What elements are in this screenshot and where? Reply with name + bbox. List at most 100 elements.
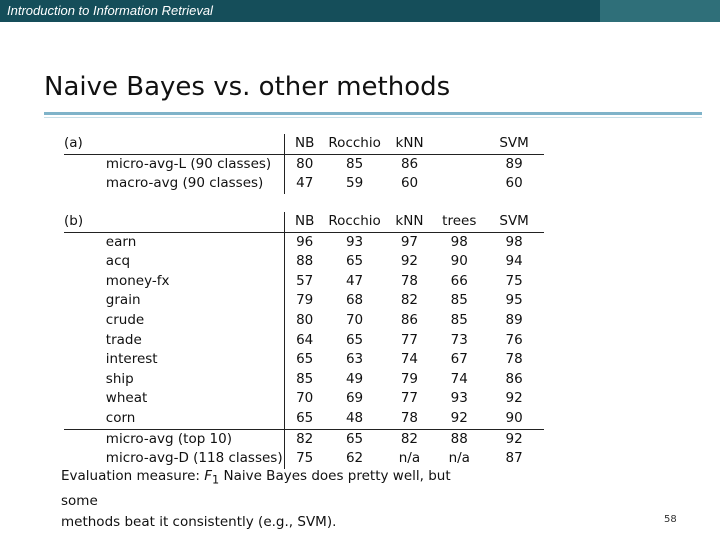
table-cell: 65 xyxy=(324,428,385,450)
column-header: SVM xyxy=(484,134,544,155)
table-cell: 68 xyxy=(345,292,364,309)
table-cell: 97 xyxy=(400,233,419,250)
column-header: SVM xyxy=(484,212,544,233)
table-row: corn 65 48 78 92 90 xyxy=(64,408,544,430)
table-cell: 77 xyxy=(400,331,419,348)
table-cell: 95 xyxy=(505,292,523,309)
table-cell: 62 xyxy=(345,450,364,467)
table-cell: 73 xyxy=(450,331,468,348)
column-header: kNN xyxy=(384,212,435,233)
table-cell: 77 xyxy=(400,390,419,407)
note-text-start: Evaluation measure: xyxy=(61,468,205,484)
table-cell: 82 xyxy=(384,428,435,450)
table-cell: 94 xyxy=(505,253,523,270)
table-cell: 86 xyxy=(505,370,523,387)
row-name: wheat xyxy=(105,389,285,409)
table-row: trade 64 65 77 73 76 xyxy=(64,330,544,351)
row-spacer xyxy=(64,389,106,409)
row-spacer xyxy=(64,350,106,370)
table-cell: 82 xyxy=(284,428,325,450)
table-cell: 88 xyxy=(434,428,485,450)
table-cell: 93 xyxy=(450,390,468,407)
row-spacer xyxy=(64,252,106,272)
table-cell: 82 xyxy=(400,292,419,309)
row-spacer xyxy=(64,311,106,331)
table-cell: 96 xyxy=(296,233,314,250)
table-cell: 69 xyxy=(345,390,364,407)
table-cell: 60 xyxy=(505,175,523,192)
row-name: micro-avg-L (90 classes) xyxy=(105,154,285,175)
evaluation-note: Evaluation measure: F1 Naive Bayes does … xyxy=(61,466,491,533)
table-cell: 90 xyxy=(450,253,468,270)
note-line-2: methods beat it consistently (e.g., SVM)… xyxy=(61,513,337,530)
row-name: crude xyxy=(105,310,285,331)
table-row: interest 65 63 74 67 78 xyxy=(64,350,544,370)
table-a-label: (a) xyxy=(64,134,106,155)
table-a-name-header xyxy=(105,134,285,155)
table-row: earn 96 93 97 98 98 xyxy=(64,232,544,253)
table-cell: 70 xyxy=(345,311,364,328)
table-cell: 78 xyxy=(505,351,523,368)
row-spacer xyxy=(64,428,106,450)
row-spacer xyxy=(64,272,106,292)
table-row: ship 85 49 79 74 86 xyxy=(64,369,544,390)
table-row: macro-avg (90 classes) 47 59 60 60 xyxy=(64,174,544,194)
table-cell: n/a xyxy=(398,450,421,467)
table-cell: n/a xyxy=(448,450,470,467)
header-accent-block xyxy=(600,0,720,22)
column-header: Rocchio xyxy=(324,212,385,233)
row-name: macro-avg (90 classes) xyxy=(105,174,285,194)
row-name: ship xyxy=(105,369,285,390)
results-table-a: (a) NB Rocchio kNN SVM micro-avg-L (90 c… xyxy=(64,134,544,194)
table-cell: 47 xyxy=(345,272,364,289)
column-header: kNN xyxy=(384,134,435,155)
results-table-b: (b) NB Rocchio kNN trees SVM earn 96 93 97 9… xyxy=(64,212,544,469)
table-row: grain 79 68 82 85 95 xyxy=(64,291,544,311)
row-spacer xyxy=(64,174,106,194)
table-cell xyxy=(434,154,484,174)
row-spacer xyxy=(64,370,106,390)
table-cell: 59 xyxy=(346,175,364,192)
column-header: Rocchio xyxy=(324,134,385,155)
f-measure-symbol: F xyxy=(204,468,213,484)
table-row: micro-avg (top 10) 82 65 82 88 92 xyxy=(64,428,544,450)
title-rule xyxy=(44,112,702,115)
table-cell: 65 xyxy=(345,331,364,348)
table-cell: 57 xyxy=(296,272,314,289)
table-cell: 60 xyxy=(400,175,419,192)
row-name: interest xyxy=(105,350,285,370)
column-header: NB xyxy=(284,134,325,155)
table-header-row: (a) NB Rocchio kNN SVM xyxy=(64,134,544,155)
table-cell: 85 xyxy=(450,292,468,309)
row-name: earn xyxy=(105,232,285,253)
table-cell: 65 xyxy=(296,409,314,426)
table-cell: 85 xyxy=(450,311,468,328)
row-name: corn xyxy=(105,408,285,430)
table-row: crude 80 70 86 85 89 xyxy=(64,310,544,331)
column-header: NB xyxy=(284,212,325,233)
title-rule-thin xyxy=(44,117,702,118)
table-cell: 86 xyxy=(400,311,419,328)
table-row: money-fx 57 47 78 66 75 xyxy=(64,271,544,292)
slide-title: Naive Bayes vs. other methods xyxy=(44,72,451,102)
table-cell: 75 xyxy=(505,272,523,289)
table-cell: 70 xyxy=(296,390,314,407)
table-cell: 80 xyxy=(296,311,314,328)
table-cell: 49 xyxy=(345,370,364,387)
table-cell: 75 xyxy=(296,450,314,467)
row-spacer xyxy=(64,154,106,174)
table-row: micro-avg-D (118 classes) 75 62 n/a n/a 87 xyxy=(64,449,544,469)
row-name: grain xyxy=(105,291,285,311)
table-cell: 64 xyxy=(296,331,314,348)
table-cell: 65 xyxy=(296,351,314,368)
table-cell: 79 xyxy=(296,292,314,309)
row-spacer xyxy=(64,232,106,252)
row-spacer xyxy=(64,291,106,311)
table-cell: 47 xyxy=(296,175,314,192)
table-cell: 85 xyxy=(296,370,314,387)
table-cell: 65 xyxy=(345,253,364,270)
row-name: micro-avg (top 10) xyxy=(105,428,285,450)
table-cell: 79 xyxy=(400,370,419,387)
table-cell: 89 xyxy=(505,155,523,172)
table-cell xyxy=(434,174,484,194)
